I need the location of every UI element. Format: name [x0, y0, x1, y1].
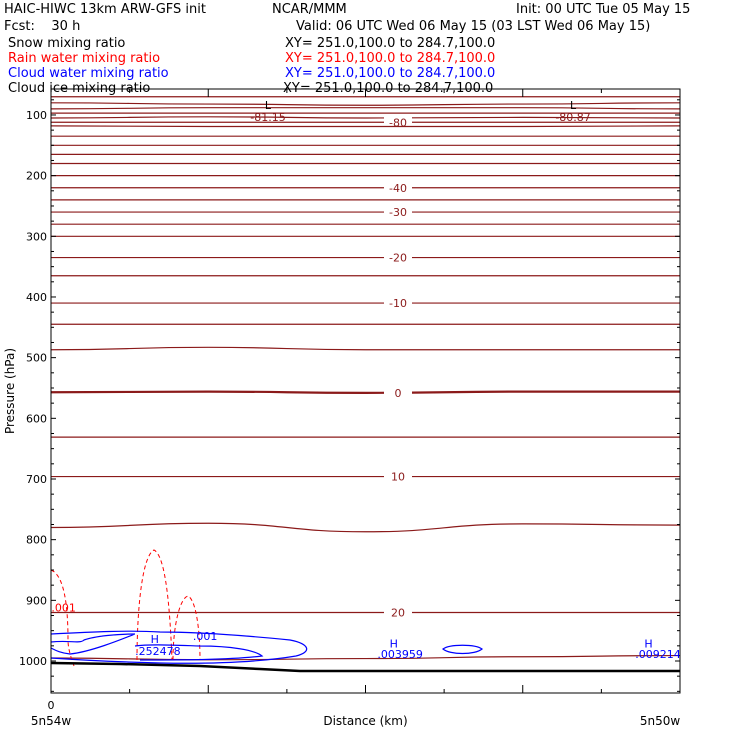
temperature-label-bg	[384, 606, 412, 619]
x-left-location-label: 5n54w	[31, 714, 72, 728]
y-tick-label: 300	[26, 230, 47, 243]
title-center: NCAR/MMM	[272, 2, 347, 17]
temperature-label-bg	[384, 297, 412, 310]
temperature-contours: -80 -40 -30 -20 -10 0 10 20	[50, 96, 681, 661]
field-name-rain: Rain water mixing ratio	[8, 51, 161, 66]
y-tick-label: 400	[26, 291, 47, 304]
field-xy-snow: XY= 251.0,100.0 to 284.7,100.0	[285, 36, 496, 51]
temperature-contour-label: -10	[389, 297, 407, 310]
y-axis-label: Pressure (hPa)	[3, 348, 17, 434]
temperature-label-bg	[384, 251, 412, 264]
temperature-contour	[50, 102, 681, 106]
contour-annotation: .001	[51, 601, 76, 614]
title-left: HAIC-HIWC 13km ARW-GFS init	[4, 2, 206, 17]
terrain-line	[50, 661, 680, 673]
temperature-label-bg	[384, 386, 412, 399]
cloud-contour-small	[442, 644, 483, 655]
cloud-water-contours	[50, 630, 483, 664]
contour-annotation: -80.87	[555, 111, 590, 124]
y-tick-label: 900	[26, 594, 47, 607]
contour-annotation: .003959	[377, 648, 423, 661]
x-axis-label: Distance (km)	[323, 714, 407, 728]
cloud-contour-outer	[50, 630, 308, 664]
field-name-cloud-water: Cloud water mixing ratio	[8, 66, 169, 81]
temperature-contour-label: -80	[389, 116, 407, 129]
y-tick-label: 1000	[19, 655, 47, 668]
temperature-contour-label: -30	[389, 206, 407, 219]
rain-contour-peak-2	[172, 595, 201, 661]
temperature-contour-label: -40	[389, 182, 407, 195]
contour-annotation: H	[390, 638, 398, 651]
forecast-hour: Fcst: 30 h	[4, 19, 81, 34]
y-tick-label: 700	[26, 473, 47, 486]
contour-annotation: -81.15	[250, 111, 285, 124]
temperature-label-bg	[384, 116, 412, 129]
temperature-contour	[50, 346, 680, 351]
y-tick-label: 100	[26, 109, 47, 122]
temperature-contour	[50, 116, 681, 119]
contour-annotation: H	[644, 638, 652, 651]
y-tick-label: 500	[26, 352, 47, 365]
rain-contour-peak-1	[136, 549, 173, 661]
contour-annotations: L-81.15L-80.87.001H.252478.001H.003959H.…	[51, 99, 680, 661]
contour-annotation: L	[265, 99, 272, 112]
y-tick-label: 200	[26, 170, 47, 183]
temperature-contour-label: 10	[391, 471, 405, 484]
temperature-contour-label: 0	[395, 387, 402, 400]
contour-annotation: H	[151, 633, 159, 646]
contour-annotation: L	[570, 99, 577, 112]
contour-annotation: .252478	[135, 645, 181, 658]
field-xy-rain: XY= 251.0,100.0 to 284.7,100.0	[285, 51, 496, 66]
temperature-contour	[50, 654, 681, 661]
cloud-contour-mid	[50, 633, 136, 655]
rain-contour-left	[50, 569, 75, 667]
x-right-location-label: 5n50w	[640, 714, 681, 728]
temperature-label-bg	[384, 470, 412, 483]
temperature-contour-label: -20	[389, 252, 407, 265]
temperature-label-bg	[384, 181, 412, 194]
temperature-contour	[50, 522, 681, 533]
temperature-contour	[50, 107, 681, 110]
cloud-contour-inner	[134, 644, 264, 661]
field-name-snow: Snow mixing ratio	[8, 36, 126, 51]
contour-annotation: .001	[193, 630, 218, 643]
y-tick-label: 800	[26, 534, 47, 547]
valid-time: Valid: 06 UTC Wed 06 May 15 (03 LST Wed …	[296, 19, 651, 34]
y-tick-label: 600	[26, 412, 47, 425]
temperature-label-bg	[384, 206, 412, 219]
field-xy-cloud-water: XY= 251.0,100.0 to 284.7,100.0	[285, 66, 496, 81]
contour-annotation: .009214	[635, 648, 681, 661]
temperature-contour-label: 20	[391, 606, 405, 619]
temperature-contour	[50, 125, 681, 128]
axes: 1002003004005006007008009001000Pressure …	[3, 88, 681, 728]
init-time: Init: 00 UTC Tue 05 May 15	[516, 2, 691, 17]
temperature-contour	[50, 390, 680, 394]
x-origin-label: 0	[48, 699, 55, 712]
